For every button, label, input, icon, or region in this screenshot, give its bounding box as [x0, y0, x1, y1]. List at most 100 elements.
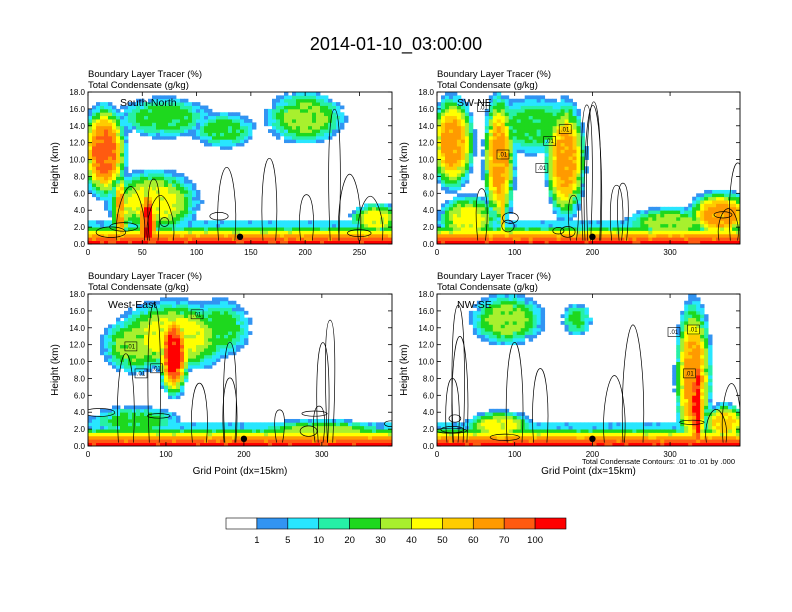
field-cell	[228, 240, 233, 244]
field-cell	[280, 220, 285, 225]
field-cell	[188, 213, 193, 218]
field-cell	[220, 432, 225, 437]
field-cell	[552, 220, 558, 225]
field-cell	[148, 227, 153, 231]
field-cell	[568, 159, 573, 164]
field-cell	[344, 227, 349, 231]
field-cell	[176, 334, 181, 339]
field-cell	[180, 385, 185, 389]
field-cell	[696, 223, 701, 228]
field-cell	[504, 115, 510, 120]
field-cell	[172, 385, 177, 389]
field-cell	[564, 95, 569, 100]
field-cell	[144, 432, 149, 437]
field-cell	[112, 152, 117, 157]
field-cell	[232, 233, 237, 238]
field-cell	[128, 418, 133, 423]
field-cell	[552, 132, 558, 137]
field-cell	[176, 176, 181, 181]
field-cell	[712, 206, 717, 211]
field-cell	[164, 119, 169, 123]
field-cell	[460, 146, 466, 150]
field-cell	[440, 135, 446, 140]
field-cell	[720, 196, 725, 201]
field-cell	[552, 152, 558, 157]
field-cell	[160, 297, 165, 302]
field-cell	[168, 237, 173, 242]
field-cell	[532, 129, 538, 133]
field-cell	[204, 115, 209, 120]
field-cell	[448, 142, 454, 147]
field-cell	[176, 304, 181, 308]
field-cell	[140, 200, 145, 204]
field-cell	[560, 206, 565, 211]
field-cell	[172, 442, 177, 446]
field-cell	[612, 237, 617, 242]
field-cell	[204, 324, 209, 329]
field-cell	[716, 213, 721, 218]
field-cell	[480, 233, 486, 238]
field-cell	[100, 186, 105, 191]
field-cell	[356, 439, 361, 444]
field-cell	[364, 210, 369, 214]
field-cell	[124, 351, 129, 356]
field-cell	[116, 418, 121, 423]
field-cell	[276, 429, 281, 433]
field-cell	[292, 432, 297, 437]
field-cell	[564, 203, 569, 208]
field-cell	[116, 186, 121, 191]
field-cell	[208, 321, 213, 325]
field-cell	[668, 223, 673, 228]
field-cell	[564, 146, 569, 150]
field-cell	[104, 237, 109, 242]
field-cell	[444, 230, 450, 235]
field-cell	[484, 119, 490, 123]
field-cell	[724, 233, 729, 238]
field-cell	[556, 230, 561, 235]
field-cell	[480, 223, 486, 228]
field-cell	[352, 216, 357, 221]
field-cell	[144, 105, 149, 110]
field-cell	[284, 418, 289, 423]
field-cell	[364, 432, 369, 437]
field-cell	[320, 220, 325, 225]
field-cell	[316, 230, 321, 235]
field-cell	[568, 183, 573, 187]
field-cell	[548, 162, 554, 167]
field-cell	[224, 439, 229, 444]
field-cell	[112, 105, 117, 110]
field-cell	[104, 331, 109, 335]
field-cell	[524, 139, 530, 144]
field-cell	[556, 193, 561, 198]
field-cell	[180, 348, 185, 352]
field-cell	[236, 317, 241, 322]
field-cell	[132, 119, 137, 123]
field-cell	[544, 129, 550, 133]
field-cell	[376, 237, 381, 242]
field-cell	[500, 186, 506, 191]
field-cell	[248, 125, 253, 130]
field-cell	[220, 300, 225, 305]
field-cell	[308, 112, 313, 117]
field-cell	[437, 227, 442, 231]
field-cell	[532, 98, 538, 103]
field-cell	[512, 105, 518, 110]
field-cell	[164, 327, 169, 332]
field-cell	[188, 331, 193, 335]
field-cell	[184, 337, 189, 342]
field-cell	[384, 432, 389, 437]
field-cell	[144, 108, 149, 113]
field-cell	[176, 108, 181, 113]
field-cell	[176, 203, 181, 208]
field-cell	[228, 223, 233, 228]
field-cell	[468, 125, 474, 130]
field-cell	[620, 233, 625, 238]
field-cell	[168, 240, 173, 244]
field-cell	[364, 223, 369, 228]
field-cell	[96, 169, 101, 174]
field-cell	[104, 334, 109, 339]
field-cell	[88, 125, 93, 130]
field-cell	[124, 122, 129, 127]
field-cell	[100, 422, 105, 427]
field-cell	[700, 240, 705, 244]
